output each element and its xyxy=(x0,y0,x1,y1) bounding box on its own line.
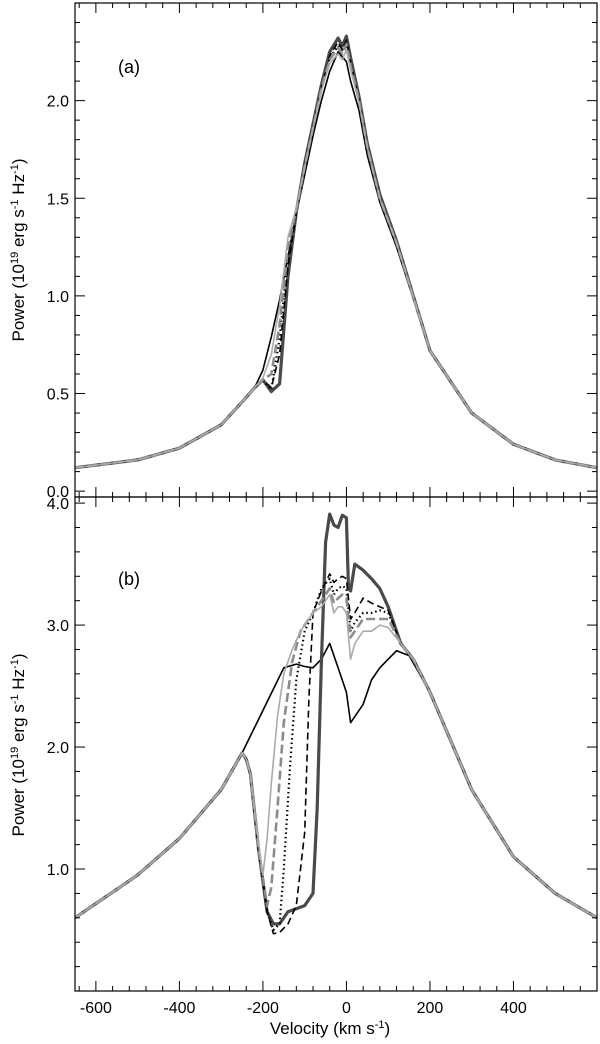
ylabel-a-end: ) xyxy=(9,159,28,165)
ylabel-a-sup2: -1 xyxy=(9,199,21,209)
y-tick-label: 2.0 xyxy=(47,94,69,111)
y-axis-label-b: Power (1019 erg s-1 Hz-1) xyxy=(9,654,28,837)
x-axis-label: Velocity (km s-1) xyxy=(270,1019,390,1038)
y-tick-label: 1.0 xyxy=(47,289,69,306)
series-line-thin-light-gray xyxy=(75,49,597,469)
ylabel-b-main: Power (10 xyxy=(9,759,28,836)
series-group xyxy=(75,34,597,470)
ylabel-a-sup3: -1 xyxy=(9,164,21,174)
panel-b: -600 -400 -200 0 200 400 1.0 2.0 3.0 4.0 (b) xyxy=(47,496,598,1017)
y-tick-label: 4.0 xyxy=(47,496,69,513)
ylabel-b-mid2: Hz xyxy=(9,669,28,695)
panel-a: 0.0 0.5 1.0 1.5 2.0 (a) xyxy=(47,2,598,501)
panel-label: (a) xyxy=(118,57,140,77)
series-line-dashed-gray xyxy=(75,42,597,469)
series-line-thick-dark-gray xyxy=(75,34,597,470)
x-tick-label: -600 xyxy=(80,1000,112,1017)
plot-frame xyxy=(74,2,598,498)
series-line-dashed-black xyxy=(75,573,597,935)
series-line-thin-black xyxy=(75,51,597,469)
series-line-dashed-black xyxy=(75,39,597,469)
x-tick-label: -400 xyxy=(163,1000,195,1017)
x-tick-label: 200 xyxy=(417,1000,444,1017)
series-line-thin-black xyxy=(75,642,597,919)
ylabel-b-mid: erg s xyxy=(9,704,28,747)
x-tick-label: -200 xyxy=(247,1000,279,1017)
x-tick-label: 400 xyxy=(500,1000,527,1017)
ylabel-a-mid2: Hz xyxy=(9,174,28,200)
ylabel-b-sup2: -1 xyxy=(9,694,21,704)
ylabel-b-sup3: -1 xyxy=(9,659,21,669)
plot-frame xyxy=(74,496,598,992)
series-line-dotted-black xyxy=(75,577,597,932)
y-tick-label: 1.0 xyxy=(47,862,69,879)
panel-label: (b) xyxy=(118,569,140,589)
series-group xyxy=(75,512,597,935)
y-tick-label: 0.0 xyxy=(47,484,69,501)
xlabel-main: Velocity (km s xyxy=(270,1019,375,1038)
ylabel-b-sup1: 19 xyxy=(9,747,21,759)
ylabel-a-mid: erg s xyxy=(9,209,28,252)
ylabel-b-end: ) xyxy=(9,654,28,660)
y-tick-label: 3.0 xyxy=(47,618,69,635)
series-line-dotted-black xyxy=(75,41,597,469)
xlabel-end: ) xyxy=(384,1019,390,1038)
y-axis-label-a: Power (1019 erg s-1 Hz-1) xyxy=(9,159,28,342)
xlabel-sup: -1 xyxy=(375,1019,385,1031)
ylabel-a-sup1: 19 xyxy=(9,252,21,264)
y-tick-label: 0.5 xyxy=(47,387,69,404)
series-line-dashed-gray xyxy=(75,587,597,919)
x-tick-label: 0 xyxy=(342,1000,351,1017)
ylabel-a-main: Power (10 xyxy=(9,264,28,341)
series-line-thin-light-gray xyxy=(75,593,597,919)
y-tick-label: 1.5 xyxy=(47,191,69,208)
y-tick-label: 2.0 xyxy=(47,740,69,757)
